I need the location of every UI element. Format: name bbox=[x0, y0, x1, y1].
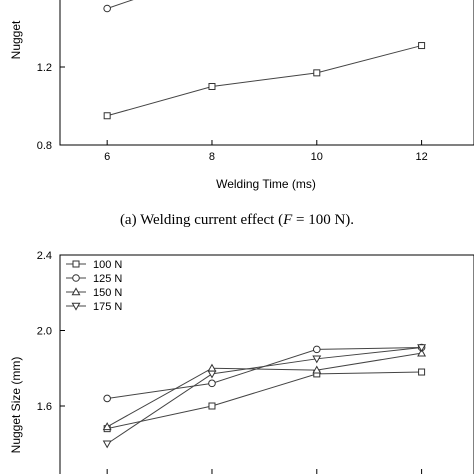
chart-top-data-point bbox=[103, 112, 111, 120]
caption-suffix: = 100 N). bbox=[292, 212, 354, 228]
legend: 100 N 125 N 150 N 175 N bbox=[66, 259, 122, 313]
chart-bottom-series-line bbox=[106, 346, 422, 445]
chart-top-xtick-label: 8 bbox=[209, 151, 215, 163]
chart-bottom-data-point bbox=[312, 355, 322, 364]
chart-bottom-ytick-label: 2.0 bbox=[37, 326, 52, 338]
chart-top-xtick-label: 12 bbox=[415, 151, 427, 163]
chart-bottom-ytick-label: 1.6 bbox=[37, 401, 52, 413]
legend-marker bbox=[71, 287, 81, 296]
chart-bottom-data-point bbox=[208, 379, 216, 388]
chart-top-data-point bbox=[103, 4, 111, 13]
legend-label: 150 N bbox=[93, 287, 122, 299]
chart-top-frame bbox=[59, 0, 474, 146]
chart-top-xlabel: Welding Time (ms) bbox=[216, 177, 316, 191]
legend-marker bbox=[71, 302, 81, 311]
chart-top-data-point bbox=[208, 83, 216, 90]
caption-variable: F bbox=[282, 212, 293, 228]
chart-bottom-data-point bbox=[103, 394, 111, 403]
chart-bottom: Nugget Size (mm) 1.6 2.0 2.4 100 N 125 N 150… bbox=[9, 250, 474, 474]
chart-bottom-data-point bbox=[417, 348, 427, 357]
legend-marker bbox=[72, 260, 80, 268]
chart-top-xtick-label: 6 bbox=[104, 151, 110, 163]
figure-caption: (a) Welding current effect (F = 100 N). bbox=[120, 212, 354, 228]
chart-bottom-data-point bbox=[207, 370, 217, 379]
chart-bottom-ylabel: Nugget Size (mm) bbox=[9, 357, 23, 454]
chart-bottom-ytick-label: 2.4 bbox=[37, 250, 52, 262]
chart-bottom-data-point bbox=[312, 345, 321, 354]
legend-label: 100 N bbox=[93, 259, 122, 271]
chart-bottom-data-point bbox=[418, 368, 426, 376]
chart-bottom-series-line bbox=[107, 371, 422, 430]
chart-top-ytick-label: 0.8 bbox=[37, 140, 52, 152]
chart-bottom-series-line bbox=[106, 352, 422, 428]
chart-top: Nugget Welding Time (ms) 6 8 10 12 0.8 1.2 bbox=[9, 0, 474, 191]
chart-top-ylabel: Nugget bbox=[9, 20, 23, 59]
chart-bottom-data-point bbox=[208, 402, 216, 410]
chart-bottom-data-point bbox=[417, 344, 427, 353]
chart-top-data-point bbox=[418, 42, 426, 50]
chart-bottom-data-point bbox=[102, 422, 112, 431]
legend-label: 125 N bbox=[93, 273, 122, 285]
chart-top-series-line bbox=[107, 45, 422, 117]
chart-top-ytick-label: 1.2 bbox=[37, 62, 52, 74]
caption-prefix: (a) Welding current effect ( bbox=[120, 212, 283, 228]
chart-top-xtick-label: 10 bbox=[311, 151, 323, 163]
chart-bottom-frame bbox=[59, 254, 474, 474]
chart-bottom-data-point bbox=[312, 365, 322, 374]
legend-label: 175 N bbox=[93, 301, 122, 313]
chart-top-series-line bbox=[107, 0, 134, 9]
chart-bottom-data-point bbox=[102, 440, 112, 449]
chart-top-data-point bbox=[313, 69, 321, 77]
legend-marker bbox=[72, 274, 80, 282]
